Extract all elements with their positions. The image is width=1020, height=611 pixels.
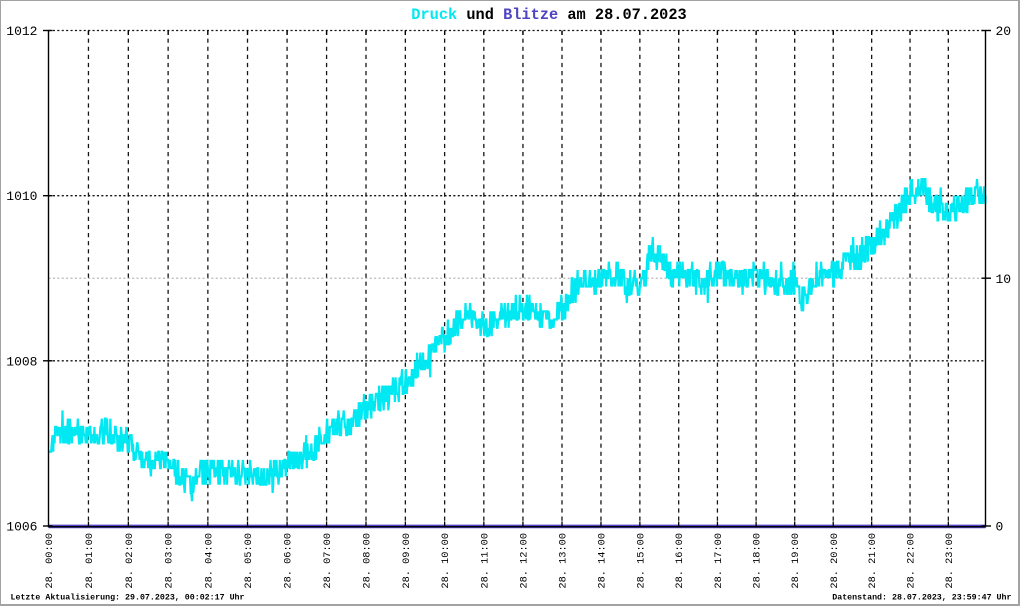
svg-text:Druck und Blitze am 28.07.2023: Druck und Blitze am 28.07.2023 [411,6,686,24]
svg-text:28. 04:00: 28. 04:00 [203,533,215,589]
svg-text:28. 23:00: 28. 23:00 [944,533,956,589]
svg-text:28. 16:00: 28. 16:00 [674,533,686,589]
svg-text:1010: 1010 [6,189,37,204]
svg-text:28. 14:00: 28. 14:00 [597,533,609,589]
svg-text:28. 20:00: 28. 20:00 [829,533,841,589]
svg-text:28. 17:00: 28. 17:00 [713,533,725,589]
svg-text:28. 07:00: 28. 07:00 [322,533,334,589]
svg-text:28. 06:00: 28. 06:00 [283,533,295,589]
svg-text:Datenstand: 28.07.2023, 23:59:: Datenstand: 28.07.2023, 23:59:47 Uhr [832,593,1011,603]
svg-text:28. 13:00: 28. 13:00 [558,533,570,589]
svg-text:28. 00:00: 28. 00:00 [44,533,56,589]
svg-text:28. 05:00: 28. 05:00 [243,533,255,589]
svg-text:28. 03:00: 28. 03:00 [164,533,176,589]
svg-text:1006: 1006 [6,520,37,535]
svg-text:28. 01:00: 28. 01:00 [84,533,96,589]
svg-text:28. 12:00: 28. 12:00 [519,533,531,589]
svg-text:28. 15:00: 28. 15:00 [635,533,647,589]
svg-text:28. 09:00: 28. 09:00 [401,533,413,589]
svg-text:28. 11:00: 28. 11:00 [479,533,491,589]
svg-text:28. 10:00: 28. 10:00 [440,533,452,589]
svg-text:Letzte Aktualisierung: 29.07.2: Letzte Aktualisierung: 29.07.2023, 00:02… [11,593,245,603]
svg-text:1012: 1012 [6,24,37,39]
svg-text:10: 10 [996,272,1012,287]
svg-text:28. 22:00: 28. 22:00 [906,533,918,589]
svg-text:20: 20 [996,24,1012,39]
svg-text:28. 19:00: 28. 19:00 [790,533,802,589]
svg-text:28. 02:00: 28. 02:00 [124,533,136,589]
svg-text:28. 21:00: 28. 21:00 [867,533,879,589]
svg-text:0: 0 [996,520,1004,535]
svg-text:1008: 1008 [6,354,37,369]
svg-text:28. 18:00: 28. 18:00 [752,533,764,589]
svg-text:28. 08:00: 28. 08:00 [362,533,374,589]
